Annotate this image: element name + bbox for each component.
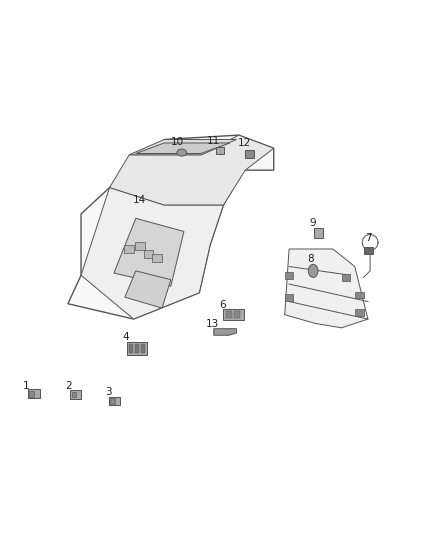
Bar	[342, 274, 350, 281]
Text: 10: 10	[171, 136, 184, 147]
Polygon shape	[285, 249, 368, 328]
Polygon shape	[214, 329, 237, 335]
Polygon shape	[110, 135, 274, 205]
Ellipse shape	[308, 264, 318, 278]
Ellipse shape	[177, 149, 187, 156]
Bar	[355, 292, 364, 298]
Polygon shape	[81, 188, 223, 319]
Text: 13: 13	[205, 319, 219, 329]
Text: 7: 7	[365, 233, 372, 243]
Text: 14: 14	[133, 195, 146, 205]
Polygon shape	[129, 140, 237, 155]
Bar	[245, 150, 254, 158]
Bar	[72, 392, 76, 398]
Bar	[314, 228, 323, 238]
Bar	[152, 254, 162, 262]
Text: 4: 4	[122, 332, 129, 342]
Bar	[285, 272, 293, 279]
Bar	[226, 311, 232, 318]
Text: 11: 11	[207, 136, 220, 146]
Bar	[285, 294, 293, 301]
Bar	[141, 344, 145, 353]
Bar	[28, 389, 40, 398]
Text: 6: 6	[219, 300, 226, 310]
Polygon shape	[136, 143, 230, 154]
Bar	[127, 342, 147, 355]
Bar	[223, 309, 244, 320]
Bar	[70, 390, 81, 399]
Bar	[364, 247, 373, 254]
Bar	[216, 147, 224, 154]
Bar	[29, 391, 34, 397]
Text: 8: 8	[307, 254, 314, 264]
Bar	[135, 242, 145, 250]
Text: 3: 3	[105, 387, 112, 397]
Bar	[109, 397, 120, 405]
Polygon shape	[68, 135, 274, 319]
Bar	[124, 246, 134, 253]
Bar	[110, 398, 115, 404]
Bar	[135, 344, 139, 353]
Bar	[355, 310, 364, 316]
Bar	[129, 344, 133, 353]
Bar	[144, 250, 153, 258]
Bar	[234, 311, 240, 318]
Polygon shape	[114, 219, 184, 286]
Text: 1: 1	[23, 381, 30, 391]
Text: 12: 12	[238, 138, 251, 148]
Text: 9: 9	[310, 217, 317, 228]
Polygon shape	[125, 271, 171, 308]
Text: 2: 2	[65, 381, 72, 391]
